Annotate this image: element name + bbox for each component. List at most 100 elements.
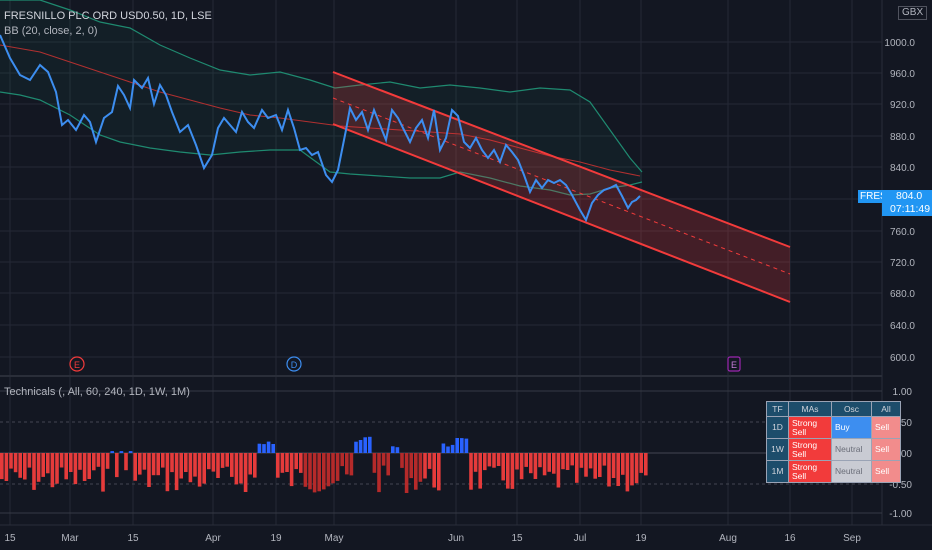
time-axis-label: Sep xyxy=(843,533,861,544)
price-axis-label: 720.0 xyxy=(890,258,915,269)
technicals-histogram xyxy=(0,436,648,493)
histogram-bar xyxy=(87,453,91,479)
histogram-bar xyxy=(455,438,459,453)
price-axis-label: 600.0 xyxy=(890,353,915,364)
osc-axis-label: -1.00 xyxy=(889,509,912,520)
histogram-bar xyxy=(634,453,639,484)
time-axis-label: May xyxy=(325,533,344,544)
technicals-legend[interactable]: Technicals (, All, 60, 240, 1D, 1W, 1M) xyxy=(4,386,190,398)
histogram-bar xyxy=(151,453,156,476)
histogram-bar xyxy=(409,453,413,479)
histogram-bar xyxy=(381,453,386,466)
time-axis-label: 19 xyxy=(270,533,282,544)
currency-label[interactable]: GBX xyxy=(898,6,928,20)
time-axis-label: 16 xyxy=(784,533,796,544)
histogram-bar xyxy=(616,453,620,486)
histogram-bar xyxy=(303,453,308,487)
svg-text:E: E xyxy=(731,360,737,370)
bollinger-legend[interactable]: BB (20, close, 2, 0) xyxy=(4,25,98,37)
histogram-bar xyxy=(147,453,151,487)
histogram-bar xyxy=(400,453,404,468)
price-axis-label: 1000.0 xyxy=(884,38,915,49)
histogram-bar xyxy=(27,453,32,468)
time-axis-label: 15 xyxy=(511,533,523,544)
histogram-bar xyxy=(414,453,418,490)
histogram-bar xyxy=(188,453,193,483)
histogram-bar xyxy=(73,453,78,485)
histogram-bar xyxy=(529,453,533,474)
event-earnings-2[interactable]: E xyxy=(727,356,741,372)
histogram-bar xyxy=(519,453,524,480)
histogram-bar xyxy=(464,438,469,453)
price-axis-label: 840.0 xyxy=(890,163,915,174)
time-axis-label: Jun xyxy=(448,533,464,544)
price-line xyxy=(0,34,641,223)
histogram-bar xyxy=(607,453,611,487)
price-axis-label: 760.0 xyxy=(890,227,915,238)
histogram-bar xyxy=(128,451,133,453)
histogram-bar xyxy=(55,453,59,484)
histogram-bar xyxy=(115,453,119,478)
time-axis-label: 15 xyxy=(127,533,139,544)
histogram-bar xyxy=(36,453,41,482)
svg-text:E: E xyxy=(74,360,80,370)
histogram-bar xyxy=(593,453,597,479)
histogram-bar xyxy=(41,453,45,477)
histogram-bar xyxy=(197,453,202,487)
histogram-bar xyxy=(542,453,547,476)
event-dividend[interactable]: D xyxy=(286,356,302,372)
histogram-bar xyxy=(386,453,390,476)
histogram-bar xyxy=(427,453,432,469)
event-earnings-1[interactable]: E xyxy=(69,356,85,372)
histogram-bar xyxy=(69,453,73,472)
histogram-bar xyxy=(437,453,441,491)
histogram-bar xyxy=(124,453,128,471)
histogram-bar xyxy=(179,453,183,479)
histogram-bar xyxy=(368,436,372,453)
histogram-bar xyxy=(460,438,464,453)
histogram-bar xyxy=(161,453,165,468)
histogram-bar xyxy=(611,453,616,478)
histogram-bar xyxy=(441,443,446,453)
histogram-bar xyxy=(501,453,505,481)
technicals-table: TF MAs Osc All 1D Strong Sell Buy Sell 1… xyxy=(766,401,901,483)
histogram-bar xyxy=(404,453,409,493)
histogram-bar xyxy=(119,451,124,453)
histogram-bar xyxy=(23,453,27,480)
histogram-bar xyxy=(276,453,280,478)
histogram-bar xyxy=(105,453,110,469)
histogram-bar xyxy=(253,453,257,478)
histogram-bar xyxy=(243,453,248,492)
histogram-bar xyxy=(317,453,321,492)
histogram-bar xyxy=(533,453,538,479)
histogram-bar xyxy=(598,453,602,477)
histogram-bar xyxy=(266,441,271,453)
histogram-bar xyxy=(207,453,211,470)
histogram-bar xyxy=(446,446,450,453)
table-header: MAs xyxy=(788,401,832,417)
table-header: TF xyxy=(766,401,789,417)
histogram-bar xyxy=(432,453,436,488)
histogram-bar xyxy=(354,441,358,453)
histogram-bar xyxy=(423,453,427,479)
osc-axis-label: 0.50 xyxy=(893,418,913,429)
histogram-bar xyxy=(496,453,501,466)
histogram-bar xyxy=(358,440,363,453)
histogram-bar xyxy=(372,453,377,473)
histogram-bar xyxy=(78,453,82,470)
histogram-bar xyxy=(473,453,478,472)
histogram-bar xyxy=(418,453,423,482)
osc-axis-label: 0.00 xyxy=(893,449,913,460)
histogram-bar xyxy=(588,453,593,469)
histogram-bar xyxy=(552,453,556,474)
histogram-bar xyxy=(170,453,174,473)
histogram-bar xyxy=(538,453,542,468)
histogram-bar xyxy=(230,453,234,477)
histogram-bar xyxy=(322,453,326,490)
histogram-bar xyxy=(271,444,275,453)
histogram-bar xyxy=(349,453,354,476)
histogram-bar xyxy=(363,437,367,453)
histogram-bar xyxy=(32,453,36,490)
histogram-bar xyxy=(579,453,584,468)
